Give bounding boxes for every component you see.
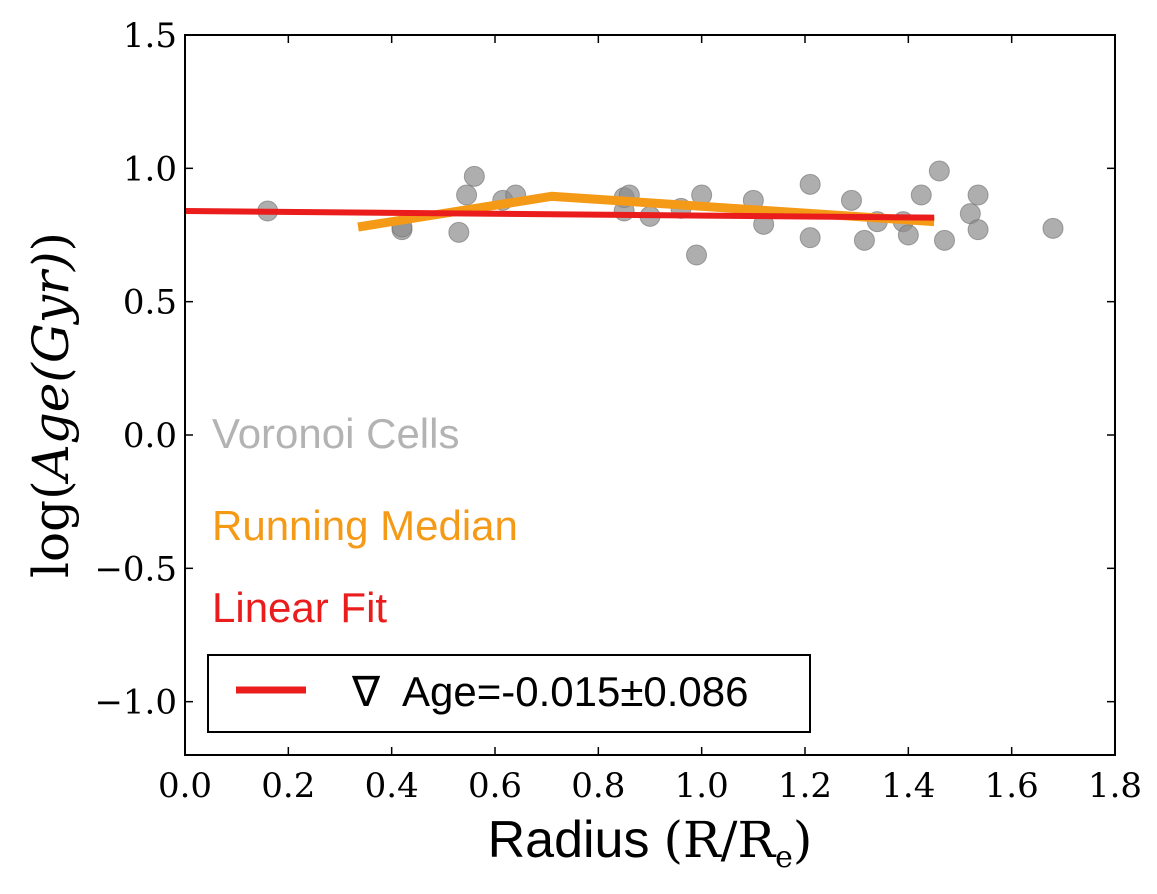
- x-tick-label-1: 0.2: [261, 766, 315, 806]
- annotation-linear-fit: Linear Fit: [212, 584, 387, 631]
- scatter-point-5: [463, 165, 485, 187]
- y-axis-label-prefix: log(: [22, 480, 80, 578]
- y-tick-label-4: 1.0: [123, 149, 177, 189]
- x-axis-label-math: (R/R: [663, 811, 776, 869]
- scatter-point-26: [934, 229, 955, 251]
- y-axis-label: log(Age(Gyr)): [22, 232, 80, 578]
- y-tick-label-2: 0.0: [123, 416, 177, 456]
- y-tick-label-0: −1.0: [94, 683, 177, 723]
- plot-frame: [184, 34, 1116, 756]
- scatter-point-24: [910, 184, 932, 206]
- scatter-point-20: [853, 229, 875, 251]
- x-axis-label: Radius (R/Re): [488, 811, 813, 875]
- running-median-line: [357, 191, 935, 232]
- x-tick-label-2: 0.4: [365, 766, 419, 806]
- legend: ∇ Age=-0.015±0.086: [207, 654, 811, 733]
- scatter-point-30: [1042, 217, 1064, 239]
- x-axis-label-close: ): [793, 811, 813, 869]
- scatter-point-19: [841, 189, 862, 211]
- legend-box: [207, 654, 811, 733]
- x-axis-label-text: Radius: [488, 811, 650, 869]
- scatter-point-25: [928, 160, 950, 182]
- scatter-point-28: [967, 184, 989, 206]
- scatter-point-13: [686, 244, 707, 266]
- x-tick-label-4: 0.8: [571, 766, 625, 806]
- y-axis-label-suffix: ): [22, 232, 80, 252]
- x-tick-label-3: 0.6: [468, 766, 522, 806]
- y-tick-label-3: 0.5: [123, 283, 177, 323]
- x-tick-label-6: 1.2: [778, 766, 832, 806]
- x-tick-label-7: 1.4: [881, 766, 935, 806]
- x-tick-label-0: 0.0: [158, 766, 212, 806]
- x-axis-label-sub: e: [775, 840, 793, 875]
- annotation-running-median: Running Median: [212, 502, 518, 549]
- plot-marks: [184, 160, 1064, 266]
- scatter-point-17: [799, 173, 821, 195]
- x-tick-label-8: 1.6: [985, 766, 1039, 806]
- y-tick-label-5: 1.5: [123, 16, 177, 56]
- legend-nabla-symbol: ∇: [351, 667, 381, 716]
- scatter-point-3: [448, 221, 470, 243]
- annotation-voronoi-cells: Voronoi Cells: [212, 410, 459, 457]
- scatter-point-29: [967, 219, 989, 241]
- linear-fit-line: [184, 208, 935, 221]
- axis-ticks: 0.0 0.2 0.4 0.6 0.8 1.0 1.2 1.4 1.6 1.8 −1.0 −0.5 0.…: [94, 16, 1142, 806]
- x-tick-label-9: 1.8: [1088, 766, 1142, 806]
- scatter-point-18: [799, 227, 821, 249]
- legend-label: Age=-0.015±0.086: [402, 668, 749, 715]
- y-axis-label-math: Age(Gyr): [22, 252, 80, 485]
- y-tick-label-1: −0.5: [94, 549, 177, 589]
- x-tick-label-5: 1.0: [675, 766, 729, 806]
- scatter-point-4: [456, 184, 478, 206]
- scatter-point-23: [897, 224, 919, 246]
